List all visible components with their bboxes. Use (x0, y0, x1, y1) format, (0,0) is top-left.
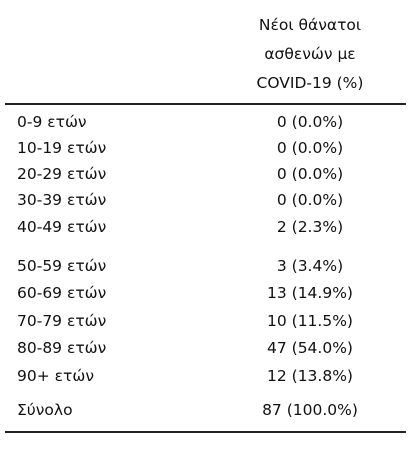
total-label: Σύνολο (17, 401, 73, 419)
table-row-age-60-69: 60-69 ετών 13 (14.9%) (5, 281, 406, 305)
row-label: 70-79 ετών (17, 312, 107, 330)
table-row-age-0-9: 0-9 ετών 0 (0.0%) (5, 110, 406, 134)
row-label: 30-39 ετών (17, 191, 107, 209)
total-value: 87 (100.0%) (262, 401, 358, 419)
table-row-age-70-79: 70-79 ετών 10 (11.5%) (5, 309, 406, 333)
table-row-age-30-39: 30-39 ετών 0 (0.0%) (5, 188, 406, 212)
row-label: 40-49 ετών (17, 218, 107, 236)
row-label: 90+ ετών (17, 367, 94, 385)
table-row-age-20-29: 20-29 ετών 0 (0.0%) (5, 162, 406, 186)
table-row-total: Σύνολο 87 (100.0%) (5, 398, 406, 422)
row-value: 0 (0.0%) (276, 191, 344, 209)
table-row-age-90-plus: 90+ ετών 12 (13.8%) (5, 364, 406, 388)
table-row-age-10-19: 10-19 ετών 0 (0.0%) (5, 136, 406, 160)
table-row-age-50-59: 50-59 ετών 3 (3.4%) (5, 254, 406, 278)
row-value: 0 (0.0%) (276, 165, 344, 183)
row-value: 13 (14.9%) (267, 284, 353, 302)
table-header: Νέοι θάνατοι ασθενών με COVID-19 (%) (5, 0, 406, 103)
header-divider (5, 103, 406, 105)
table-row-age-80-89: 80-89 ετών 47 (54.0%) (5, 336, 406, 360)
row-value: 0 (0.0%) (276, 139, 344, 157)
row-label: 60-69 ετών (17, 284, 107, 302)
row-value: 2 (2.3%) (276, 218, 344, 236)
table-bottom-rule (5, 431, 406, 433)
row-label: 80-89 ετών (17, 339, 107, 357)
row-value: 0 (0.0%) (276, 113, 344, 131)
row-label: 20-29 ετών (17, 165, 107, 183)
row-value: 10 (11.5%) (267, 312, 353, 330)
column-header-new-deaths: Νέοι θάνατοι ασθενών με COVID-19 (%) (256, 16, 364, 92)
row-value: 3 (3.4%) (276, 257, 344, 275)
row-value: 47 (54.0%) (267, 339, 353, 357)
row-label: 10-19 ετών (17, 139, 107, 157)
table-row-age-40-49: 40-49 ετών 2 (2.3%) (5, 215, 406, 239)
row-label: 0-9 ετών (17, 113, 87, 131)
covid-deaths-table: Νέοι θάνατοι ασθενών με COVID-19 (%) 0-9… (5, 0, 406, 449)
row-label: 50-59 ετών (17, 257, 107, 275)
row-value: 12 (13.8%) (267, 367, 353, 385)
